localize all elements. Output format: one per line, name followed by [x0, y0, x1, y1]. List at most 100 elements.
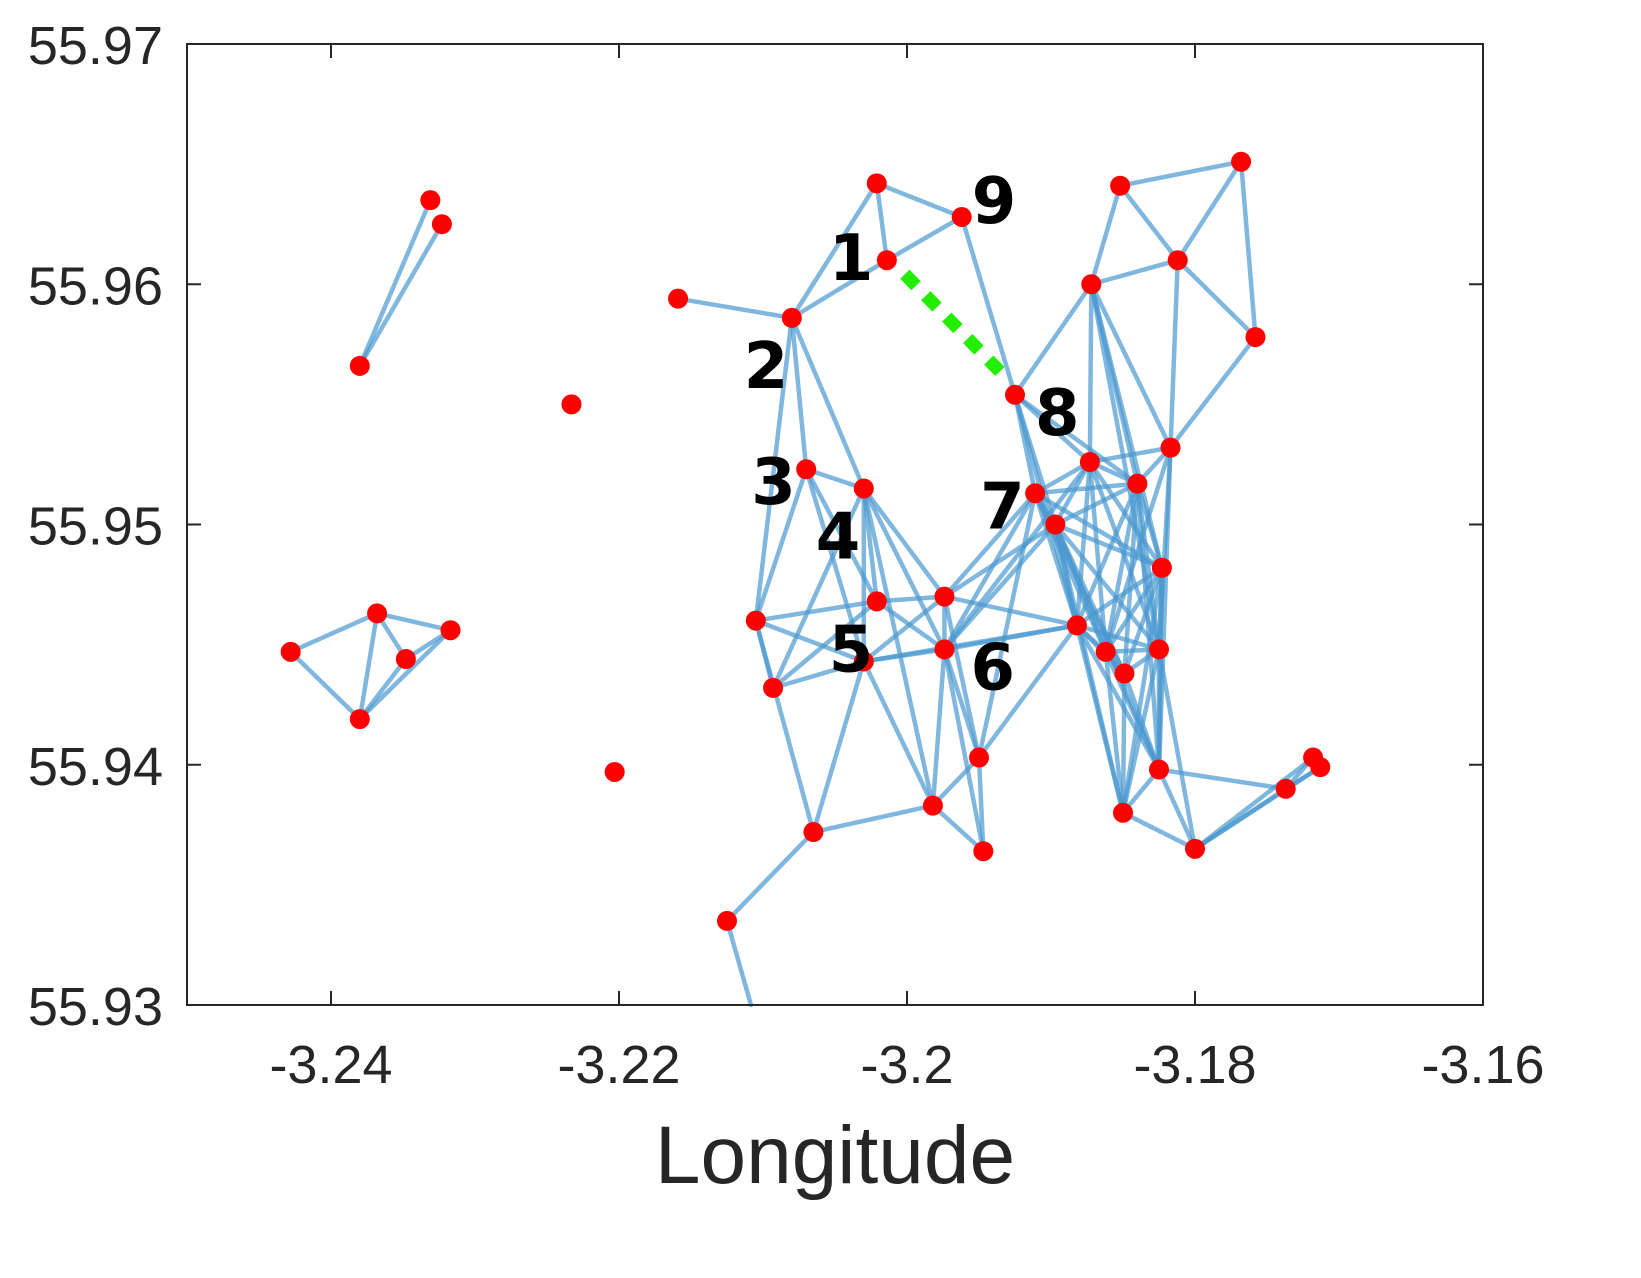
edge-n8-c5	[1012, 392, 1140, 486]
y-tick-label: 55.94	[28, 737, 163, 797]
edge-c13-c19	[753, 618, 816, 835]
edge-c9-c22	[1074, 623, 1126, 816]
node-A3	[349, 355, 370, 376]
node-c20	[717, 910, 737, 931]
edge-c1-n1	[874, 181, 890, 263]
edge-c20-c20b	[724, 918, 754, 1008]
edge-c27-c12	[1089, 282, 1162, 652]
node-label-9: 9	[972, 165, 1017, 239]
edge-B1-B5	[288, 649, 363, 722]
node-c23	[1185, 838, 1205, 859]
edge-c8-c3	[942, 522, 1058, 599]
edge-c3-c5	[1053, 481, 1140, 527]
node-c27	[1081, 274, 1102, 295]
edge-c16-c9	[976, 623, 1080, 760]
node-c30	[1231, 151, 1252, 172]
edge-n4-c14	[770, 486, 867, 691]
node-label-5: 5	[829, 613, 874, 687]
node-label-6: 6	[970, 631, 1015, 705]
edge-c15-c8	[861, 594, 947, 664]
node-c29	[1167, 250, 1188, 271]
edge-c27-c5	[1089, 282, 1140, 486]
node-n3	[796, 459, 817, 480]
edge-n3-c13	[753, 466, 809, 623]
node-c4	[1079, 452, 1100, 473]
y-tick-label: 55.93	[28, 977, 163, 1037]
edge-c13-n5	[753, 599, 880, 623]
x-tick-label: -3.24	[269, 1035, 392, 1095]
edge-n2-c13	[753, 315, 795, 623]
edge-c7-c11	[1122, 565, 1165, 676]
node-c31	[1245, 327, 1266, 348]
edge-c21-c23	[1156, 767, 1198, 852]
node-c19	[803, 822, 824, 843]
node-c26	[1310, 757, 1331, 778]
edge-c3-c4	[1053, 459, 1093, 527]
edge-c27-c29	[1089, 257, 1180, 287]
node-c1	[866, 173, 887, 194]
x-axis-title: Longitude	[655, 1110, 1015, 1201]
edge-n6-c4	[942, 459, 1093, 652]
node-c9	[1066, 615, 1087, 636]
node-c10	[1095, 641, 1116, 662]
node-I1	[561, 394, 582, 415]
edge-B4-B5	[357, 656, 409, 722]
edge-c1-n9	[874, 181, 964, 220]
node-c13	[745, 610, 766, 631]
node-n6	[934, 639, 955, 660]
edge-n4-c17	[861, 486, 936, 808]
edge-c6-c29	[1168, 257, 1180, 450]
edge-n9-n8	[959, 214, 1018, 398]
node-B2	[367, 603, 388, 624]
node-B3	[440, 620, 461, 641]
edge-n8-c27	[1012, 282, 1094, 398]
edge-c16-c18	[976, 755, 986, 854]
edge-c5-c9	[1074, 481, 1140, 628]
edge-c9-c21	[1074, 623, 1162, 772]
edge-c4-c9	[1074, 459, 1093, 628]
node-c24	[1275, 778, 1296, 799]
edge-n3-c15	[803, 466, 867, 664]
node-c21	[1149, 759, 1169, 780]
edge-c6-c31	[1168, 334, 1258, 450]
edge-c28-c29	[1117, 183, 1180, 263]
edge-c29-c30	[1175, 159, 1244, 263]
edge-n6-c18	[942, 647, 986, 854]
edge-c12-c23	[1156, 647, 1198, 852]
x-tick-label: -3.16	[1421, 1035, 1544, 1095]
node-n9	[951, 206, 972, 227]
node-label-8: 8	[1035, 377, 1080, 451]
node-B1	[280, 641, 301, 662]
edge-c8-n7	[942, 491, 1038, 599]
node-A2	[431, 214, 452, 235]
node-c22	[1113, 802, 1133, 823]
edge-c5-c21	[1135, 481, 1162, 772]
node-c17	[922, 795, 943, 816]
node-label-1: 1	[829, 222, 874, 296]
edge-c29-c31	[1175, 257, 1258, 340]
edge-c21-c24	[1156, 767, 1288, 792]
edge-n2-c1	[789, 181, 880, 321]
node-c11	[1114, 663, 1135, 684]
x-axis: -3.24 -3.22 -3.2 -3.18 -3.16	[269, 44, 1545, 1095]
edge-n6-c17	[930, 647, 947, 808]
node-c2	[668, 288, 689, 309]
highlight-edge-n1-n8	[900, 269, 1014, 386]
node-n8	[1005, 384, 1025, 405]
node-n5	[866, 591, 887, 612]
x-tick-label: -3.18	[1133, 1035, 1256, 1095]
edge-B3-B5	[357, 627, 453, 722]
node-I2	[604, 761, 625, 782]
edge-n2-n3	[789, 315, 809, 472]
edge-n2-n4	[789, 315, 867, 491]
node-B4	[395, 649, 416, 670]
edge-c9-c12	[1074, 623, 1162, 652]
edge-c17-c16	[930, 755, 982, 808]
y-tick-label: 55.95	[28, 497, 163, 557]
edge-A1-A3	[357, 197, 433, 369]
edge-c6-c27	[1089, 282, 1173, 450]
node-c28	[1110, 175, 1131, 196]
node-label-7: 7	[980, 470, 1025, 544]
